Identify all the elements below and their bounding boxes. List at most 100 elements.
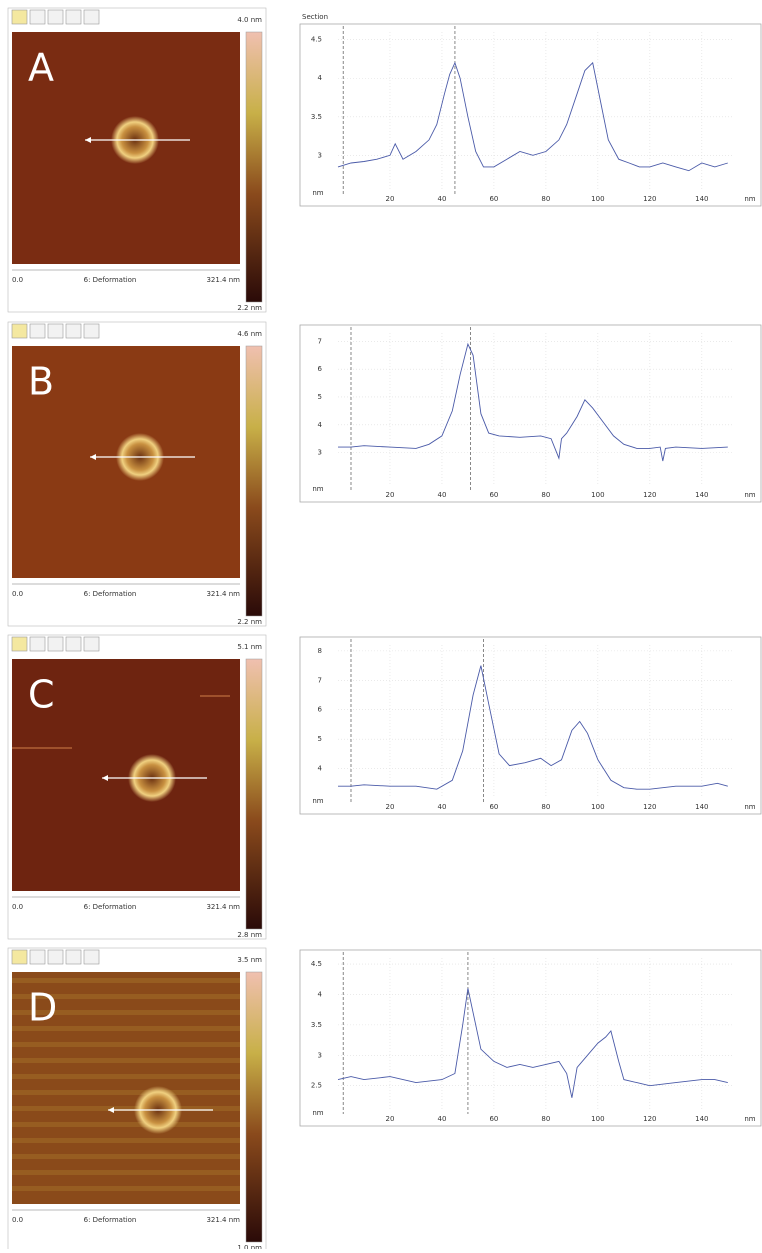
panel-letter: A: [28, 46, 54, 90]
image-texture: [12, 1010, 240, 1015]
chart-title: Section: [302, 13, 328, 21]
colorbar: [245, 971, 263, 1243]
x-tick-label: 120: [643, 491, 656, 499]
x-tick-label: 140: [695, 195, 708, 203]
panel-letter: D: [28, 986, 57, 1030]
colorbar-max: 4.0 nm: [237, 16, 262, 24]
y-tick-label: 4.5: [311, 960, 322, 968]
toolbar-button[interactable]: [83, 636, 100, 652]
image-texture: [12, 1122, 240, 1127]
image-texture: [12, 1042, 240, 1047]
x-tick-label: 40: [437, 195, 446, 203]
y-unit: nm: [312, 1109, 323, 1117]
colorbar-min: 2.8 nm: [237, 931, 262, 939]
image-streak: [200, 695, 230, 697]
chart-frame: [299, 949, 762, 1127]
y-unit: nm: [312, 189, 323, 197]
profile-line: [338, 342, 728, 462]
toolbar-button[interactable]: [65, 636, 82, 652]
image-x-min: 0.0: [12, 590, 23, 598]
x-tick-label: 20: [386, 1115, 395, 1123]
chart-frame: [299, 324, 762, 503]
toolbar-button[interactable]: [65, 323, 82, 339]
section-arrow: [108, 1107, 114, 1113]
colorbar: [245, 658, 263, 930]
toolbar-button[interactable]: [83, 323, 100, 339]
image-streak: [12, 747, 72, 749]
colorbar: [245, 345, 263, 617]
image-texture: [12, 1074, 240, 1079]
chart-frame: [299, 636, 762, 815]
panel-letter: C: [28, 673, 55, 717]
section-arrow: [85, 137, 91, 143]
toolbar-button[interactable]: [47, 9, 64, 25]
image-texture: [12, 1026, 240, 1031]
toolbar-button[interactable]: [11, 636, 28, 652]
x-tick-label: 20: [386, 803, 395, 811]
x-tick-label: 140: [695, 491, 708, 499]
toolbar-button[interactable]: [11, 9, 28, 25]
x-tick-label: 140: [695, 1115, 708, 1123]
y-tick-label: 3: [318, 151, 322, 159]
colorbar-max: 4.6 nm: [237, 330, 262, 338]
y-tick-label: 8: [318, 647, 322, 655]
toolbar-button[interactable]: [29, 949, 46, 965]
x-tick-label: 120: [643, 1115, 656, 1123]
image-texture: [12, 1170, 240, 1175]
image-x-min: 0.0: [12, 276, 23, 284]
toolbar-button[interactable]: [29, 9, 46, 25]
toolbar-button[interactable]: [83, 9, 100, 25]
toolbar-button[interactable]: [11, 949, 28, 965]
image-channel: 6: Deformation: [84, 903, 137, 911]
x-unit: nm: [744, 803, 755, 811]
section-arrow: [102, 775, 108, 781]
image-x-max: 321.4 nm: [206, 1216, 240, 1224]
toolbar-button[interactable]: [65, 9, 82, 25]
x-tick-label: 100: [591, 491, 604, 499]
image-texture: [12, 1058, 240, 1063]
x-tick-label: 40: [437, 1115, 446, 1123]
x-tick-label: 60: [489, 803, 498, 811]
toolbar-button[interactable]: [47, 636, 64, 652]
y-tick-label: 3.5: [311, 113, 322, 121]
section-arrow: [90, 454, 96, 460]
y-tick-label: 2.5: [311, 1082, 322, 1090]
x-tick-label: 40: [437, 803, 446, 811]
y-tick-label: 7: [318, 337, 322, 345]
image-texture: [12, 1186, 240, 1191]
toolbar-button[interactable]: [29, 323, 46, 339]
image-x-min: 0.0: [12, 1216, 23, 1224]
x-tick-label: 60: [489, 1115, 498, 1123]
x-tick-label: 80: [541, 803, 550, 811]
profile-line: [337, 61, 728, 172]
afm-image: [12, 659, 240, 891]
panel-letter: B: [28, 360, 54, 404]
x-tick-label: 80: [541, 491, 550, 499]
x-unit: nm: [744, 1115, 755, 1123]
profile-line: [338, 665, 728, 790]
toolbar-button[interactable]: [47, 323, 64, 339]
x-tick-label: 80: [541, 195, 550, 203]
toolbar-button[interactable]: [47, 949, 64, 965]
toolbar-button[interactable]: [65, 949, 82, 965]
toolbar-button[interactable]: [83, 949, 100, 965]
x-tick-label: 20: [386, 491, 395, 499]
toolbar-button[interactable]: [11, 323, 28, 339]
chart-frame: [299, 23, 762, 207]
colorbar-min: 2.2 nm: [237, 618, 262, 626]
y-tick-label: 4: [318, 74, 323, 82]
image-texture: [12, 978, 240, 983]
image-x-max: 321.4 nm: [206, 276, 240, 284]
y-tick-label: 4: [318, 421, 323, 429]
y-tick-label: 4: [318, 765, 323, 773]
y-tick-label: 3.5: [311, 1021, 322, 1029]
image-texture: [12, 1106, 240, 1111]
y-tick-label: 7: [318, 676, 322, 684]
y-tick-label: 6: [318, 706, 323, 714]
toolbar-button[interactable]: [29, 636, 46, 652]
x-tick-label: 20: [386, 195, 395, 203]
x-tick-label: 40: [437, 491, 446, 499]
x-tick-label: 100: [591, 1115, 604, 1123]
y-tick-label: 3: [318, 1051, 322, 1059]
